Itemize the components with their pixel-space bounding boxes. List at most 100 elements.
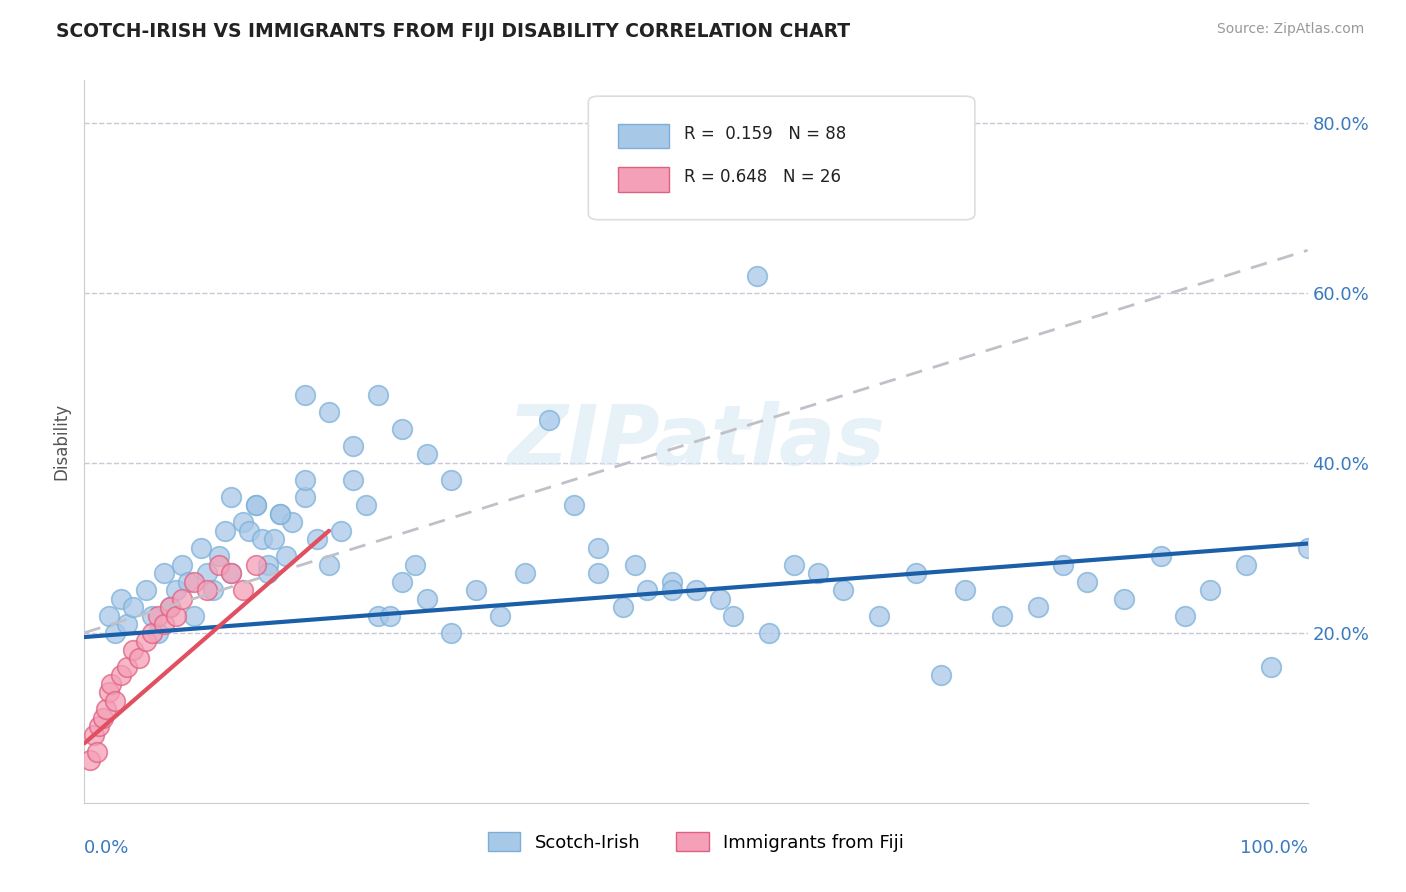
Point <box>141 608 163 623</box>
Point <box>91 711 114 725</box>
Point <box>238 524 260 538</box>
Point <box>831 583 853 598</box>
Point <box>783 558 806 572</box>
Point <box>391 574 413 589</box>
Point <box>183 608 205 623</box>
Point <box>135 583 157 598</box>
Point <box>416 447 439 461</box>
Point <box>416 591 439 606</box>
Point <box>612 600 634 615</box>
Point <box>269 507 291 521</box>
Point <box>269 507 291 521</box>
Point <box>172 558 194 572</box>
Point <box>464 583 486 598</box>
Point <box>404 558 426 572</box>
Point <box>104 625 127 640</box>
Point <box>115 660 138 674</box>
Point <box>953 583 976 598</box>
Point <box>1028 600 1050 615</box>
Text: SCOTCH-IRISH VS IMMIGRANTS FROM FIJI DISABILITY CORRELATION CHART: SCOTCH-IRISH VS IMMIGRANTS FROM FIJI DIS… <box>56 22 851 41</box>
Point <box>354 498 377 512</box>
Point <box>201 583 224 598</box>
Point <box>257 566 280 581</box>
Text: Source: ZipAtlas.com: Source: ZipAtlas.com <box>1216 22 1364 37</box>
Point <box>146 608 169 623</box>
FancyBboxPatch shape <box>617 168 669 192</box>
Point <box>208 558 231 572</box>
Point <box>172 591 194 606</box>
Point <box>624 558 647 572</box>
Point <box>709 591 731 606</box>
Point <box>165 608 187 623</box>
Point <box>440 625 463 640</box>
Point <box>159 600 181 615</box>
Point <box>110 668 132 682</box>
Point <box>661 574 683 589</box>
Point <box>513 566 536 581</box>
Point <box>219 566 242 581</box>
Point <box>562 498 585 512</box>
Point <box>257 558 280 572</box>
Point <box>636 583 658 598</box>
Text: ZIPatlas: ZIPatlas <box>508 401 884 482</box>
Point <box>183 574 205 589</box>
Point <box>1260 660 1282 674</box>
Point <box>97 685 120 699</box>
Point <box>190 541 212 555</box>
Text: R = 0.648   N = 26: R = 0.648 N = 26 <box>683 168 841 186</box>
Point <box>440 473 463 487</box>
Point <box>1174 608 1197 623</box>
Point <box>929 668 952 682</box>
FancyBboxPatch shape <box>588 96 974 219</box>
Point <box>153 617 176 632</box>
Point <box>586 541 609 555</box>
Text: 100.0%: 100.0% <box>1240 838 1308 857</box>
Point <box>177 574 200 589</box>
Point <box>685 583 707 598</box>
Point <box>159 600 181 615</box>
Text: 0.0%: 0.0% <box>84 838 129 857</box>
Point <box>245 498 267 512</box>
Point <box>250 533 273 547</box>
Point <box>128 651 150 665</box>
Point <box>294 473 316 487</box>
Point <box>1114 591 1136 606</box>
Point <box>195 566 218 581</box>
Point <box>97 608 120 623</box>
Point <box>141 625 163 640</box>
Point <box>122 642 145 657</box>
Point <box>305 533 328 547</box>
Point <box>905 566 928 581</box>
Point <box>79 753 101 767</box>
Point <box>721 608 744 623</box>
Point <box>367 388 389 402</box>
Point <box>165 583 187 598</box>
Point <box>263 533 285 547</box>
Point <box>135 634 157 648</box>
Point <box>83 728 105 742</box>
Point <box>330 524 353 538</box>
Point <box>276 549 298 564</box>
Point <box>100 677 122 691</box>
Point <box>342 473 364 487</box>
Point <box>318 405 340 419</box>
Point <box>1150 549 1173 564</box>
Point <box>538 413 561 427</box>
Point <box>294 490 316 504</box>
Point <box>661 583 683 598</box>
Point <box>1236 558 1258 572</box>
Point <box>807 566 830 581</box>
Point <box>1052 558 1074 572</box>
Legend: Scotch-Irish, Immigrants from Fiji: Scotch-Irish, Immigrants from Fiji <box>481 825 911 859</box>
Point <box>342 439 364 453</box>
Point <box>153 566 176 581</box>
Point <box>1296 541 1319 555</box>
FancyBboxPatch shape <box>617 124 669 148</box>
Point <box>318 558 340 572</box>
Point <box>232 516 254 530</box>
Point <box>586 566 609 581</box>
Point <box>367 608 389 623</box>
Point <box>380 608 402 623</box>
Point <box>195 583 218 598</box>
Point <box>219 566 242 581</box>
